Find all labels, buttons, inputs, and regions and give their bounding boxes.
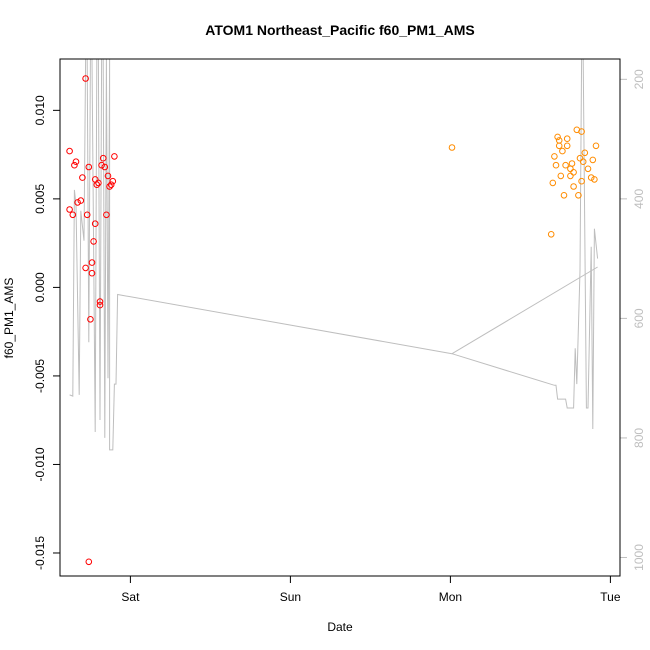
data-point-orange-14 <box>567 165 574 173</box>
data-point-red-31 <box>111 153 118 160</box>
data-point-red-2 <box>69 211 77 219</box>
data-point-red-15 <box>88 259 96 266</box>
data-point-red-20 <box>95 179 102 187</box>
data-point-orange-8 <box>557 172 565 180</box>
plot-frame <box>59 58 621 577</box>
data-point-orange-30 <box>592 142 600 150</box>
y-axis-label: f60_PM1_AMS <box>2 278 16 359</box>
data-point-red-29 <box>107 181 115 188</box>
y-tick-label-4: 0.005 <box>33 184 47 214</box>
y2-tick-label-3: 800 <box>632 428 646 448</box>
data-point-orange-24 <box>579 158 587 165</box>
y-tick-label-2: -0.005 <box>33 359 47 393</box>
data-point-orange-26 <box>584 165 592 173</box>
data-point-orange-5 <box>554 133 561 141</box>
data-point-orange-18 <box>570 183 577 190</box>
data-point-red-23 <box>98 161 105 169</box>
x-tick-label-1: Sun <box>280 590 301 604</box>
data-point-red-9 <box>82 264 89 272</box>
data-point-red-14 <box>88 269 96 277</box>
data-point-orange-27 <box>587 174 595 181</box>
data-point-orange-25 <box>581 149 589 157</box>
data-point-red-8 <box>82 75 89 82</box>
data-point-red-16 <box>90 238 97 245</box>
y-tick-label-3: 0.000 <box>33 272 47 302</box>
data-point-orange-21 <box>576 154 584 162</box>
data-point-red-4 <box>72 158 80 165</box>
data-point-orange-20 <box>575 192 582 199</box>
data-point-orange-3 <box>551 153 558 160</box>
data-point-orange-17 <box>570 169 577 176</box>
data-point-orange-0 <box>448 144 456 151</box>
data-point-orange-9 <box>559 147 566 155</box>
y-tick-label-5: 0.010 <box>33 95 47 125</box>
data-point-red-1 <box>66 206 73 213</box>
data-point-orange-11 <box>562 161 569 169</box>
data-point-orange-4 <box>552 161 560 169</box>
data-point-orange-7 <box>555 137 563 144</box>
altitude-layer <box>69 58 599 451</box>
data-point-red-11 <box>85 558 93 566</box>
data-point-red-10 <box>83 211 91 219</box>
data-point-red-18 <box>91 220 99 227</box>
data-point-orange-1 <box>547 231 555 238</box>
data-point-red-24 <box>99 154 107 162</box>
y2-tick-label-2: 600 <box>632 308 646 328</box>
data-point-red-6 <box>77 197 85 204</box>
data-point-red-28 <box>106 183 113 190</box>
data-point-red-27 <box>104 172 112 180</box>
chart-title: ATOM1 Northeast_Pacific f60_PM1_AMS <box>205 22 474 38</box>
data-point-orange-28 <box>589 156 597 164</box>
altitude-line <box>69 58 599 451</box>
x-tick-label-0: Sat <box>121 590 140 604</box>
data-point-red-13 <box>87 316 94 323</box>
axes-layer: Sat Sun Mon Tue -0.015 -0.010 -0.005 0.000 0.005… <box>33 69 646 604</box>
data-point-red-25 <box>101 163 109 171</box>
y-tick-label-0: -0.015 <box>33 536 47 570</box>
data-point-orange-6 <box>555 142 563 150</box>
data-point-orange-29 <box>591 176 598 183</box>
data-point-orange-13 <box>563 142 571 150</box>
data-point-red-22 <box>96 298 104 305</box>
altitude-line-branch <box>451 266 598 355</box>
y2-tick-label-1: 400 <box>632 189 646 209</box>
y2-tick-label-4: 1000 <box>632 544 646 571</box>
points-layer <box>66 75 600 566</box>
data-point-red-21 <box>96 301 104 309</box>
data-point-red-30 <box>109 177 117 185</box>
x-tick-label-2: Mon <box>439 590 462 604</box>
data-point-orange-10 <box>560 192 568 199</box>
data-point-red-5 <box>74 199 81 206</box>
data-point-red-3 <box>71 161 78 169</box>
data-point-orange-23 <box>578 177 585 185</box>
data-point-red-26 <box>103 211 110 219</box>
x-tick-label-3: Tue <box>600 590 621 604</box>
data-point-orange-15 <box>567 172 574 180</box>
data-point-orange-16 <box>568 160 576 167</box>
y2-tick-label-0: 200 <box>632 69 646 89</box>
data-point-red-19 <box>93 181 101 188</box>
data-point-orange-22 <box>578 128 585 135</box>
data-point-red-0 <box>66 147 73 155</box>
data-point-orange-12 <box>563 135 571 142</box>
data-point-red-12 <box>85 163 93 171</box>
x-axis-label: Date <box>327 620 353 634</box>
data-point-red-7 <box>79 174 86 181</box>
data-point-orange-2 <box>549 179 557 187</box>
y-tick-label-1: -0.010 <box>33 447 47 481</box>
